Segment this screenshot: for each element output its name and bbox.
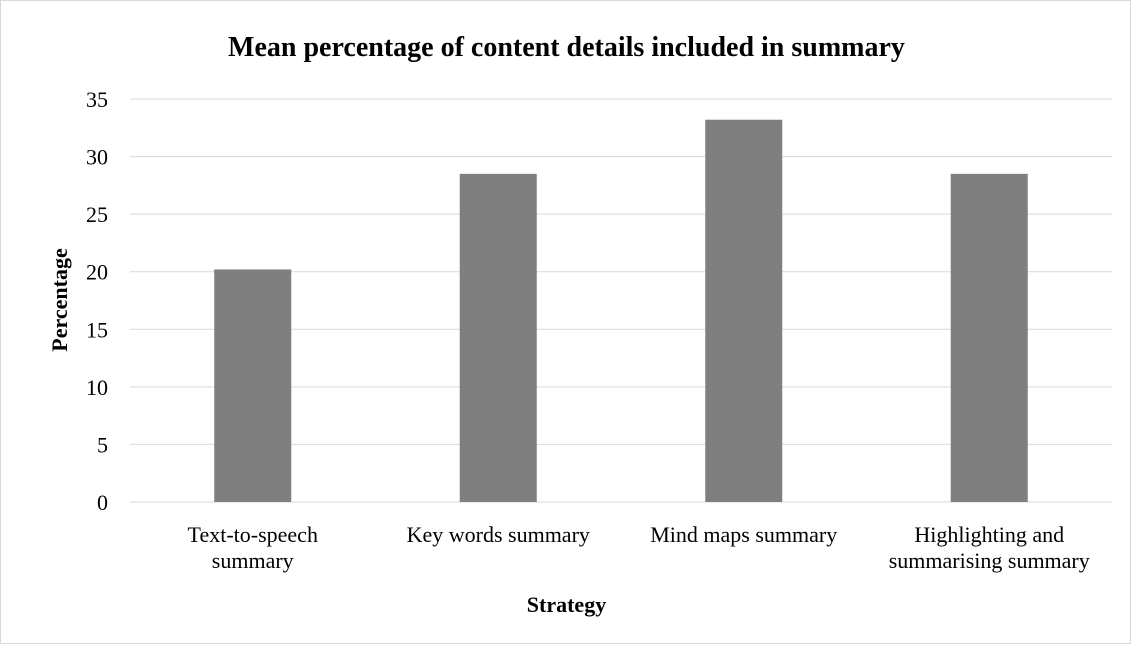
x-tick-label: Highlighting and summarising summary bbox=[888, 522, 1090, 573]
bar bbox=[214, 269, 292, 502]
chart-title: Mean percentage of content details inclu… bbox=[228, 32, 905, 63]
bar bbox=[950, 173, 1028, 503]
x-axis-title: Strategy bbox=[526, 592, 607, 617]
y-tick-label: 5 bbox=[97, 432, 108, 457]
y-tick-label: 30 bbox=[86, 145, 108, 170]
y-tick-label: 10 bbox=[86, 375, 108, 400]
y-tick-label: 20 bbox=[86, 260, 108, 285]
bar bbox=[705, 119, 783, 503]
x-tick-label: Mind maps summary bbox=[650, 522, 838, 547]
bar bbox=[459, 173, 537, 503]
y-tick-label: 25 bbox=[86, 202, 108, 227]
x-tick-label: Key words summary bbox=[406, 522, 590, 547]
y-axis-title: Percentage bbox=[47, 248, 72, 352]
y-tick-label: 15 bbox=[86, 317, 108, 342]
y-tick-label: 35 bbox=[86, 87, 108, 112]
y-tick-label: 0 bbox=[97, 490, 108, 515]
x-tick-label: Text-to-speech summary bbox=[187, 522, 318, 573]
